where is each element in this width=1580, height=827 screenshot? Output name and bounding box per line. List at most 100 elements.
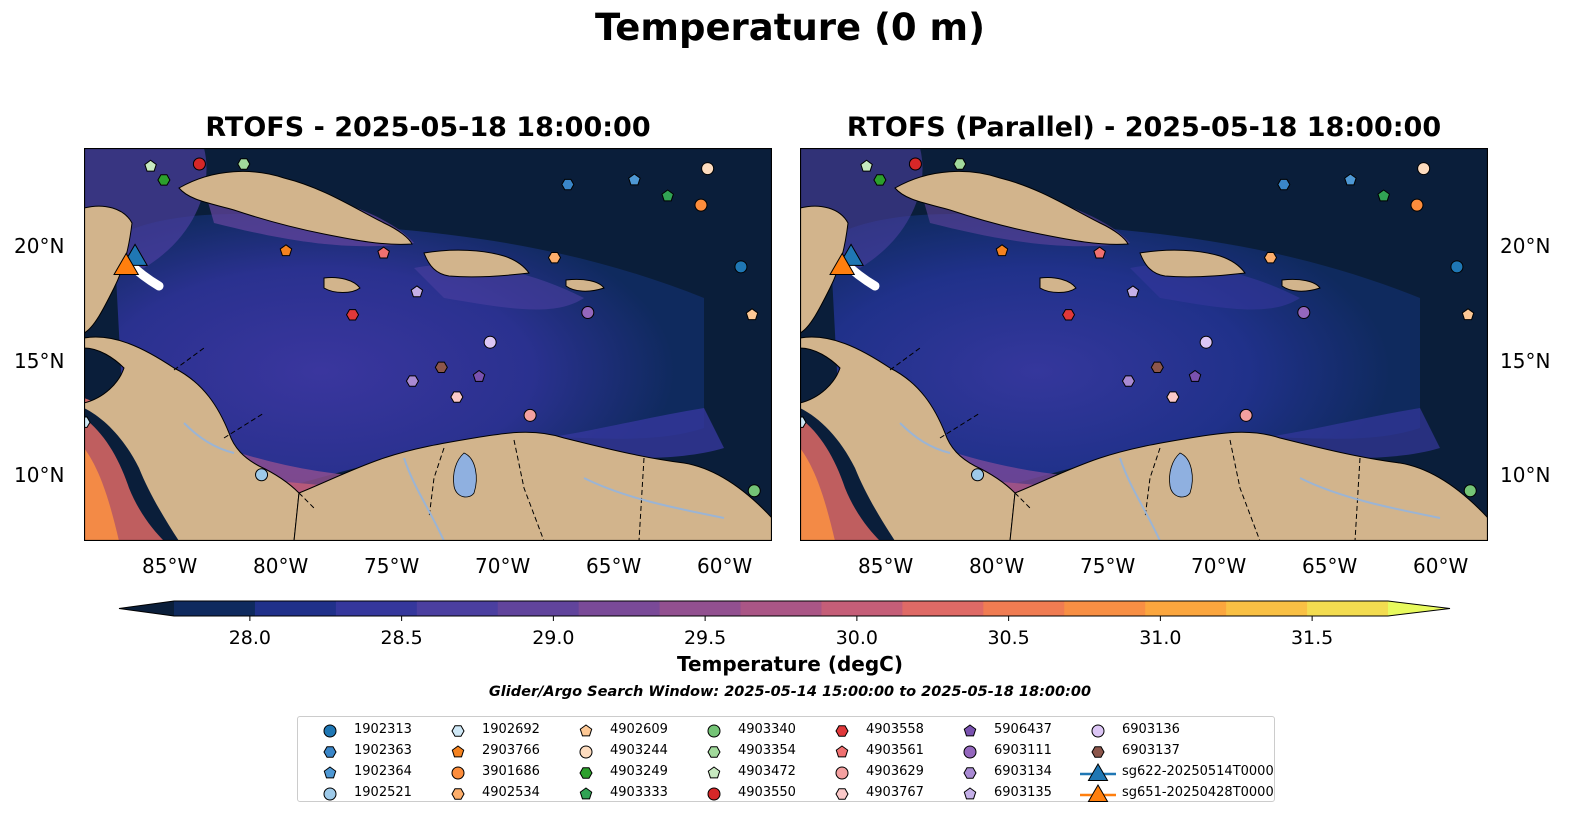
legend-label: sg622-20250514T0000 xyxy=(1122,764,1274,779)
float-marker-4902534 xyxy=(547,251,562,264)
colorbar-segment xyxy=(1145,601,1227,616)
float-marker-1902364 xyxy=(628,173,641,186)
figure-title: Temperature (0 m) xyxy=(594,6,986,49)
colorbar-segment xyxy=(1307,601,1389,616)
float-marker-1902521 xyxy=(971,468,985,482)
legend-label: 5906437 xyxy=(994,722,1052,737)
float-marker-4903472 xyxy=(144,159,157,172)
colorbar-tick-label: 31.0 xyxy=(1139,627,1181,649)
hexagon-marker-icon xyxy=(451,725,465,737)
p2-lat-tick: 20°N xyxy=(1500,234,1551,258)
legend: 1902313 1902363 1902364 1902521 1902692 29037… xyxy=(297,716,1275,802)
float-marker-4903249 xyxy=(157,174,171,186)
float-marker-6903137 xyxy=(1150,361,1164,374)
float-marker-1902692 xyxy=(84,416,91,428)
circle-marker-icon xyxy=(707,724,721,738)
pentagon-marker-icon xyxy=(707,766,721,779)
colorbar-tick-label: 29.5 xyxy=(684,627,726,649)
legend-label: 1902521 xyxy=(354,785,412,800)
legend-label: 4903333 xyxy=(610,785,668,800)
float-marker-4903249 xyxy=(873,174,887,186)
legend-label: 4903558 xyxy=(866,722,924,737)
float-markers xyxy=(84,157,761,498)
float-marker-4902609 xyxy=(1461,308,1475,321)
caribbean-basin xyxy=(114,214,704,500)
circle-marker-icon xyxy=(579,745,593,759)
colorbar: 28.0 28.5 29.0 29.5 30.0 30.5 31.0 31.5 xyxy=(118,600,1451,649)
float-marker-1902692 xyxy=(800,416,807,428)
colorbar-label: Temperature (degC) xyxy=(677,652,903,676)
colorbar-segment xyxy=(659,601,742,616)
colorbar-segment xyxy=(902,601,984,616)
circle-marker-icon xyxy=(323,724,337,738)
colorbar-segment xyxy=(1226,601,1308,616)
float-marker-4903354 xyxy=(237,158,251,170)
glider-marker-sg651-20250428T0000 xyxy=(829,252,856,276)
float-marker-1902313 xyxy=(734,260,748,274)
float-marker-1902521 xyxy=(255,468,269,482)
float-marker-1902313 xyxy=(1450,260,1464,274)
p1-lat-tick: 10°N xyxy=(14,463,65,487)
legend-label: 1902363 xyxy=(354,743,412,758)
colorbar-segment xyxy=(497,601,580,616)
float-marker-3901686 xyxy=(694,198,708,212)
legend-label: 1902692 xyxy=(482,722,540,737)
hexagon-marker-icon xyxy=(963,767,977,779)
circle-marker-icon xyxy=(1091,724,1105,738)
map-panel-rtofs-parallel xyxy=(800,148,1488,541)
hexagon-marker-icon xyxy=(451,788,465,800)
pentagon-marker-icon xyxy=(963,724,977,737)
pentagon-marker-icon xyxy=(579,787,593,800)
legend-label: 4903244 xyxy=(610,743,668,758)
float-marker-4903629 xyxy=(523,408,537,422)
float-marker-1902363 xyxy=(561,178,575,191)
legend-label: 1902313 xyxy=(354,722,412,737)
hexagon-marker-icon xyxy=(707,746,721,758)
float-marker-4903558 xyxy=(1061,309,1076,321)
panel-2-title: RTOFS (Parallel) - 2025-05-18 18:00:00 xyxy=(846,112,1442,143)
pentagon-marker-icon xyxy=(963,787,977,800)
float-marker-6903134 xyxy=(1121,375,1136,387)
legend-label: 6903136 xyxy=(1122,722,1180,737)
float-marker-6903135 xyxy=(1126,285,1140,298)
colorbar-tick-label: 29.0 xyxy=(532,627,574,649)
triangle-line-marker-icon xyxy=(1080,763,1116,781)
p1-lon-tick: 65°W xyxy=(586,554,642,578)
legend-label: 1902364 xyxy=(354,764,412,779)
p2-lat-tick: 15°N xyxy=(1500,349,1551,373)
float-marker-4903340 xyxy=(747,484,761,498)
float-marker-2903766 xyxy=(995,244,1009,257)
float-marker-4903767 xyxy=(450,391,464,403)
colorbar-segment xyxy=(578,601,661,616)
float-marker-4903629 xyxy=(1239,408,1253,422)
colorbar-ticks: 28.0 28.5 29.0 29.5 30.0 30.5 31.0 31.5 xyxy=(229,616,1333,649)
float-marker-4903244 xyxy=(701,162,715,176)
legend-label: 4903767 xyxy=(866,785,924,800)
colorbar-segment xyxy=(416,601,499,616)
colorbar-segment xyxy=(821,601,903,616)
float-marker-4903333 xyxy=(1377,189,1390,202)
circle-marker-icon xyxy=(835,766,849,780)
colorbar-tick-label: 28.0 xyxy=(229,627,271,649)
caribbean-basin xyxy=(830,214,1420,500)
p1-lon-tick: 75°W xyxy=(364,554,420,578)
colorbar-segment xyxy=(335,601,418,616)
legend-label: 4903629 xyxy=(866,764,924,779)
float-marker-6903136 xyxy=(483,335,497,349)
legend-label: 2903766 xyxy=(482,743,540,758)
p2-lon-tick: 80°W xyxy=(969,554,1025,578)
float-marker-4902609 xyxy=(745,308,759,321)
float-marker-4903333 xyxy=(661,189,674,202)
legend-label: 4903561 xyxy=(866,743,924,758)
float-marker-2903766 xyxy=(279,244,293,257)
float-marker-6903111 xyxy=(1297,306,1311,320)
p1-lon-tick: 70°W xyxy=(475,554,531,578)
circle-marker-icon xyxy=(323,787,337,801)
colorbar-segment xyxy=(983,601,1065,616)
float-marker-4903472 xyxy=(860,159,873,172)
float-marker-4903767 xyxy=(1166,391,1180,403)
colorbar-segments xyxy=(119,601,1450,616)
colorbar-segment xyxy=(740,601,822,616)
float-marker-6903137 xyxy=(434,361,448,374)
colorbar-tick-label: 28.5 xyxy=(380,627,422,649)
